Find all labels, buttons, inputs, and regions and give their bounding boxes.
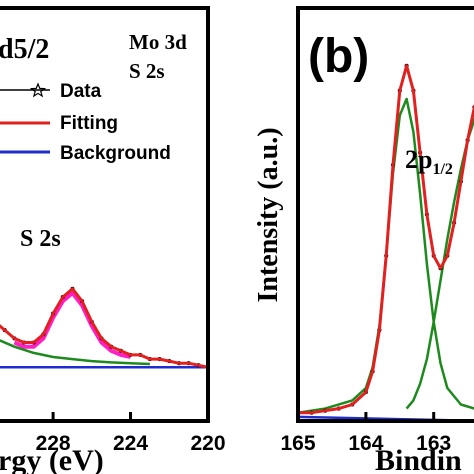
panel-b-series-fitting [298,64,474,415]
panel-b-peak-label: 2p1/2 [405,145,453,178]
panel-a-series-mo-3d-tail [0,339,150,366]
panel-b-series-2p3-2 [405,117,474,410]
panel-a-peak-label-top: d5/2 [0,34,49,65]
panel-b-data-point [472,105,474,110]
panel-a-s2s-label: S 2s [20,226,61,252]
panel-b-x-tick-label: 165 [280,432,315,455]
panel-b-series [295,63,474,422]
panel-a-x-tick-label: 224 [113,432,148,455]
panel-a-x-ticks: 228 224 220 [36,412,226,455]
panel-a-series-fitting [0,287,209,369]
panel-a-series-data [0,288,209,368]
panel-b-x-tick-label: 164 [348,432,383,455]
panel-a-x-tick-label: 220 [190,432,225,455]
legend-item-data: Data [0,81,102,102]
panel-b-y-axis-label: Intensity (a.u.) [253,127,284,302]
panel-a-x-axis-label: rgy (eV) [0,444,104,474]
legend-label-fitting: Fitting [60,113,118,134]
legend: Data Fitting Background [0,81,171,164]
legend-label-data: Data [60,81,102,102]
panel-a-series [0,286,211,370]
star-marker-icon [29,82,47,98]
panel-a-frame [0,6,210,423]
panel-a-x-tick-label: 228 [36,432,71,455]
legend-item-background: Background [0,143,171,164]
panel-b-x-tick-label: 163 [416,432,451,455]
panel-a-region2-label: S 2s [129,59,165,83]
panel-b-x-ticks: 165 164 163 [280,412,451,455]
legend-label-background: Background [60,143,171,164]
peak-label-sub: 1/2 [432,161,452,178]
panel-b-x-axis-label: Bindin [375,444,462,474]
panel-a-series-s-2s [13,291,131,359]
panel-b: 165 164 163 (b) 2p1/2 Intensity (a.u.) Bin… [253,6,474,474]
legend-item-fitting: Fitting [0,113,118,134]
panel-b-frame [296,6,474,423]
peak-label-main: 2p [405,145,432,174]
panel-label-b: (b) [308,30,369,83]
panel-a-region-label: Mo 3d [129,30,187,54]
panel-a: 228 224 220 d5/2 Mo 3d S 2s S 2s Data Fitt… [0,6,226,474]
